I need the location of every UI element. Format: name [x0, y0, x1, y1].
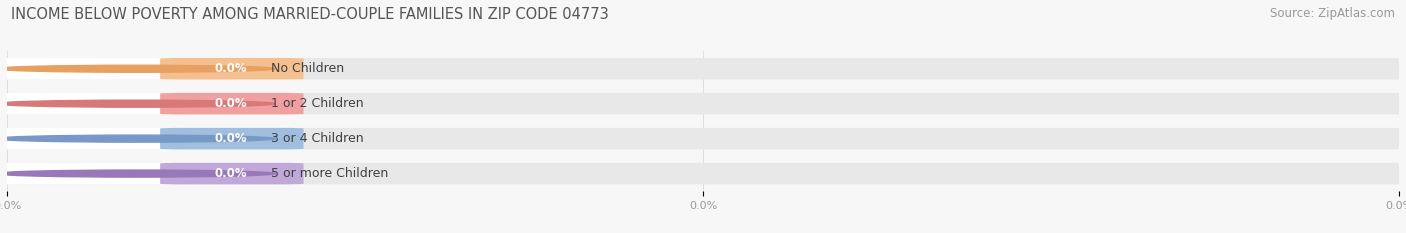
FancyBboxPatch shape [0, 163, 301, 184]
FancyBboxPatch shape [160, 163, 304, 184]
FancyBboxPatch shape [0, 58, 301, 79]
Text: 1 or 2 Children: 1 or 2 Children [271, 97, 364, 110]
FancyBboxPatch shape [0, 163, 1406, 184]
Text: Source: ZipAtlas.com: Source: ZipAtlas.com [1270, 7, 1395, 20]
Circle shape [0, 65, 276, 72]
Circle shape [0, 100, 276, 107]
FancyBboxPatch shape [0, 93, 1406, 114]
Text: No Children: No Children [271, 62, 344, 75]
Text: 0.0%: 0.0% [214, 132, 246, 145]
Text: 0.0%: 0.0% [214, 167, 246, 180]
Text: 0.0%: 0.0% [214, 97, 246, 110]
Circle shape [0, 135, 276, 142]
FancyBboxPatch shape [160, 128, 304, 149]
FancyBboxPatch shape [0, 128, 301, 149]
FancyBboxPatch shape [160, 93, 304, 114]
FancyBboxPatch shape [0, 128, 1406, 149]
FancyBboxPatch shape [0, 58, 1406, 79]
Text: 5 or more Children: 5 or more Children [271, 167, 388, 180]
Circle shape [0, 170, 276, 177]
Text: 3 or 4 Children: 3 or 4 Children [271, 132, 364, 145]
Text: INCOME BELOW POVERTY AMONG MARRIED-COUPLE FAMILIES IN ZIP CODE 04773: INCOME BELOW POVERTY AMONG MARRIED-COUPL… [11, 7, 609, 22]
FancyBboxPatch shape [160, 58, 304, 79]
Text: 0.0%: 0.0% [214, 62, 246, 75]
FancyBboxPatch shape [0, 93, 301, 114]
